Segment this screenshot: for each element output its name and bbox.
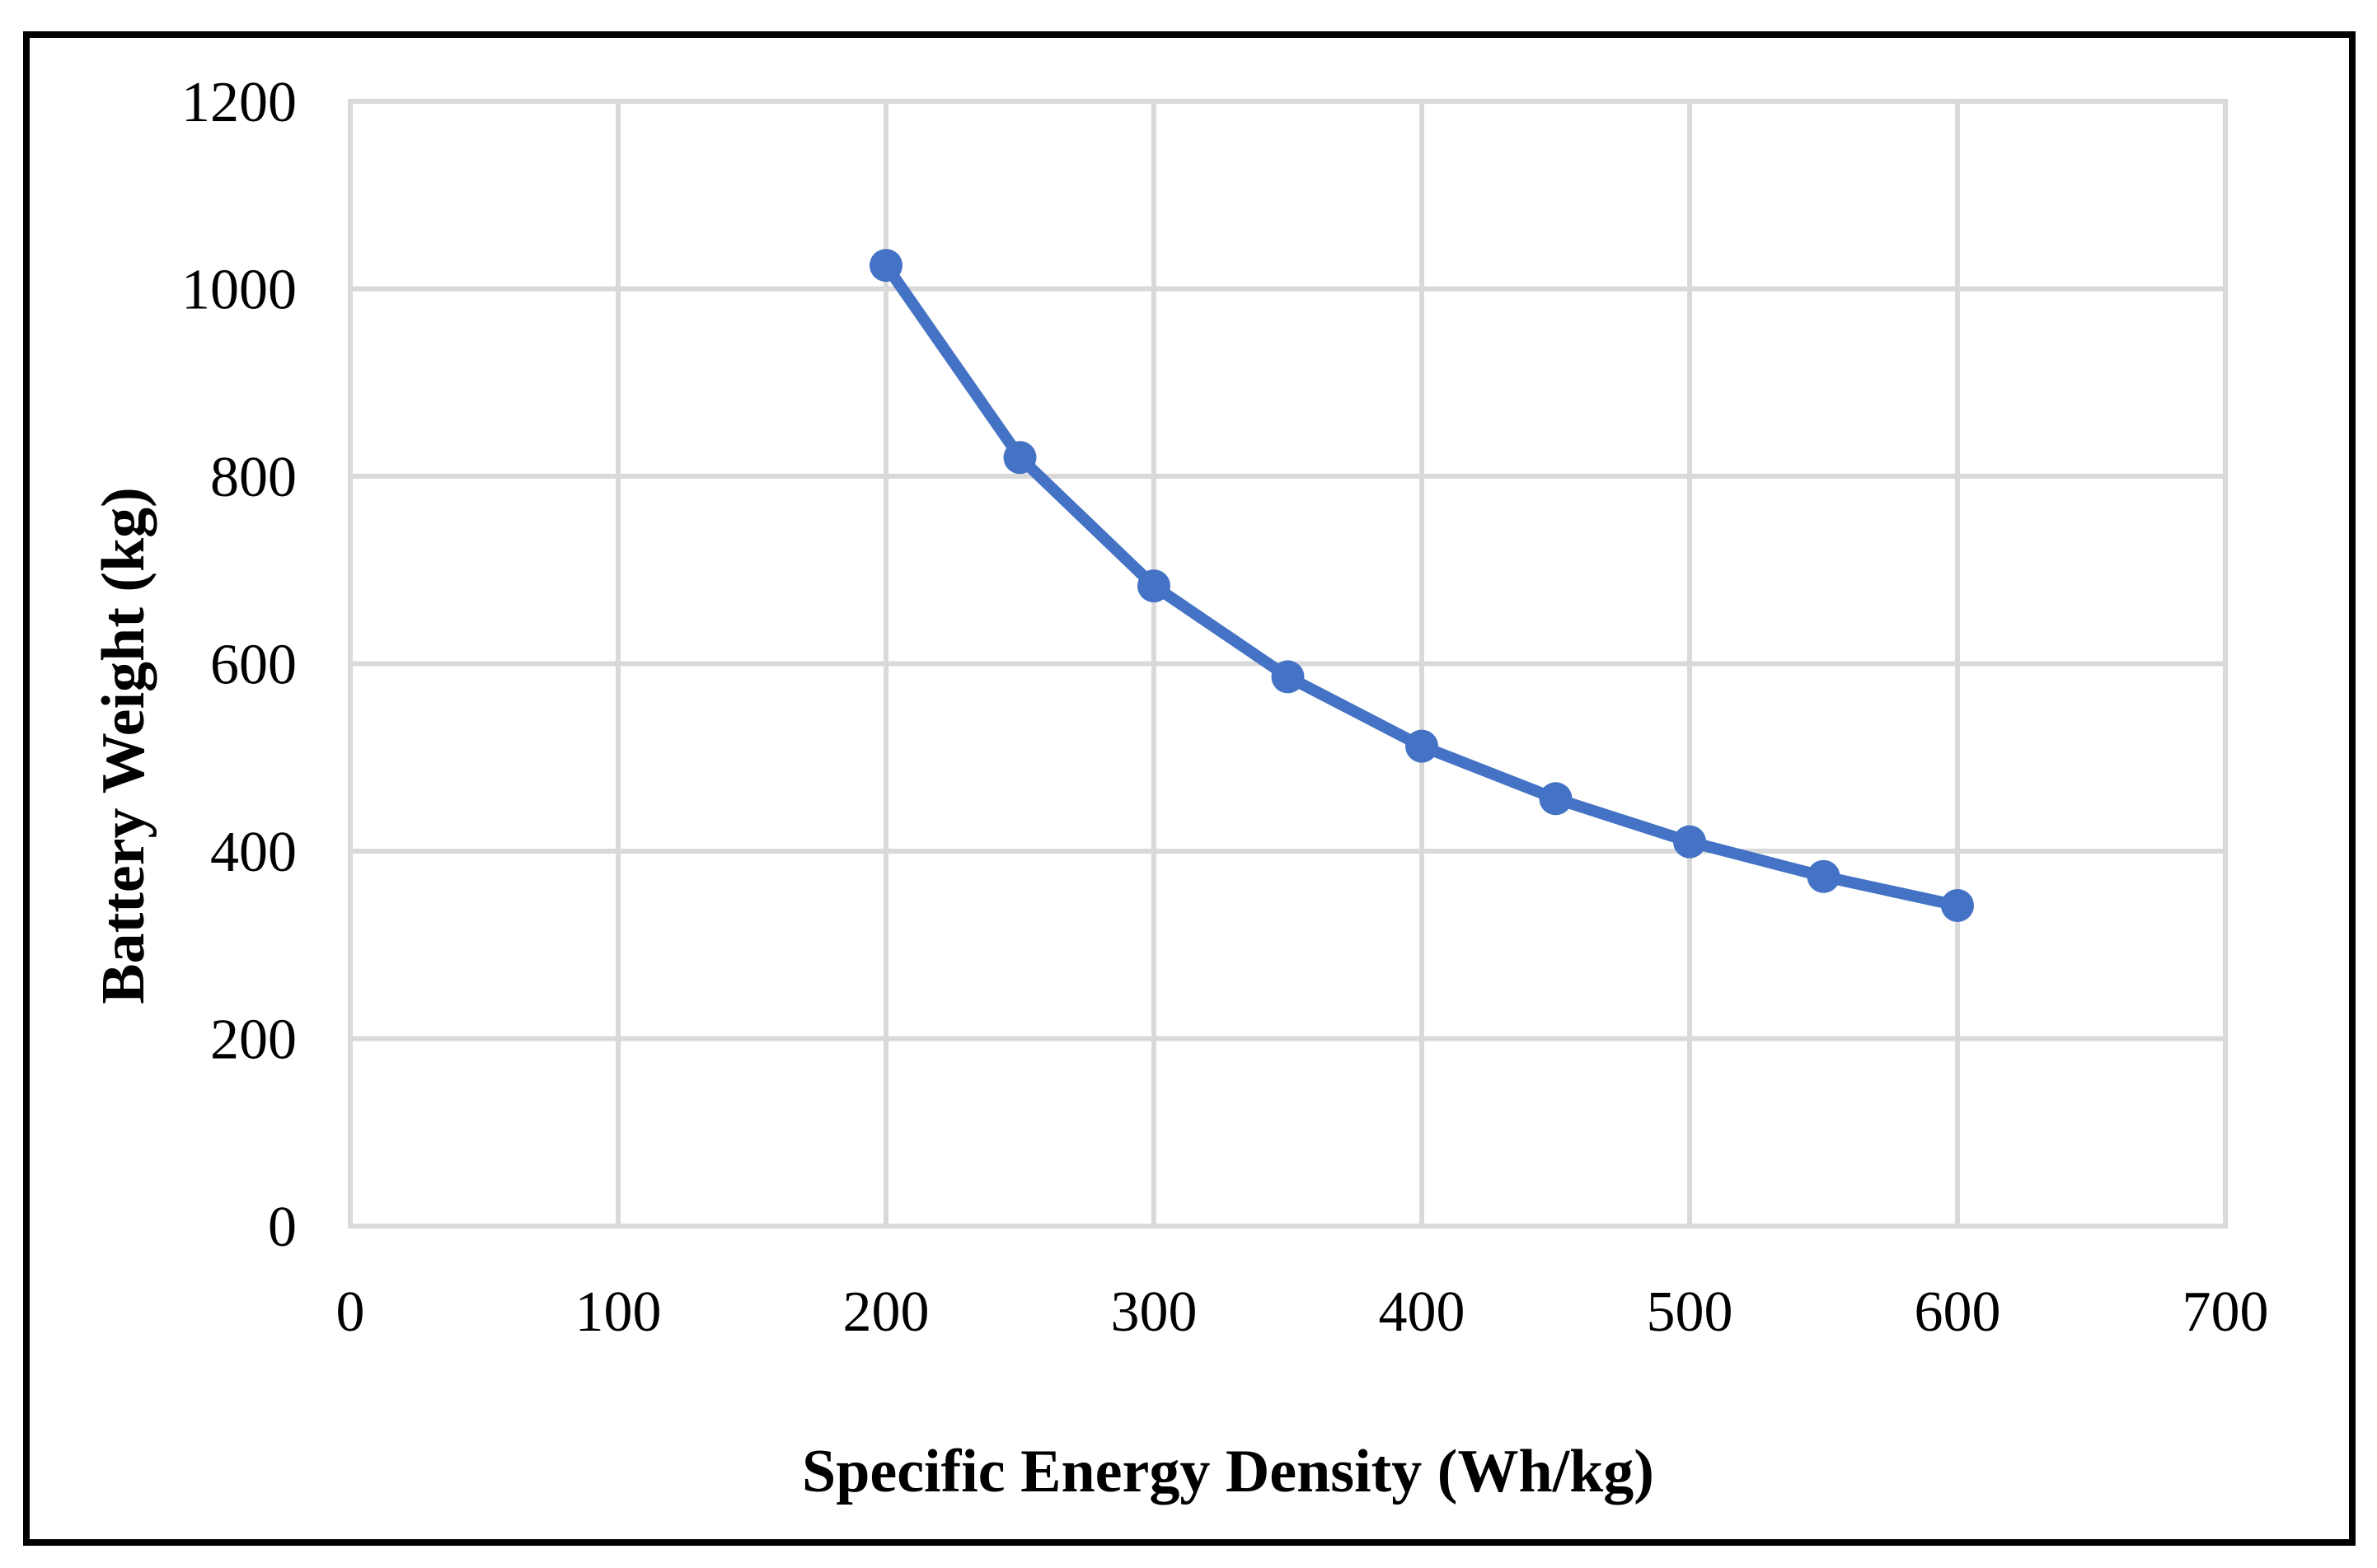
data-point-marker (1003, 441, 1037, 475)
x-axis-title: Specific Energy Density (Wh/kg) (802, 1438, 1654, 1505)
data-point-marker (1405, 729, 1438, 763)
plot-area-border (348, 99, 2228, 1229)
x-tick-label: 700 (2182, 1280, 2269, 1344)
data-series (870, 249, 1974, 922)
x-tick-label: 200 (843, 1280, 930, 1344)
x-tick-label: 0 (336, 1280, 365, 1344)
y-tick-label: 600 (210, 634, 297, 697)
y-tick-label: 400 (210, 821, 297, 884)
data-point-marker (1941, 888, 1974, 922)
y-tick-label: 800 (210, 446, 297, 509)
gridlines (348, 99, 2228, 1229)
y-tick-label: 1000 (181, 259, 297, 322)
data-point-marker (1137, 569, 1170, 603)
y-axis-title: Battery Weight (kg) (90, 487, 157, 1004)
axis-tick-labels: 0 200 400 600 800 1000 1200 0 100 200 300 400 500 600… (181, 71, 2269, 1344)
y-tick-label: 0 (268, 1196, 297, 1259)
data-point-marker (1271, 660, 1305, 694)
x-tick-label: 100 (575, 1280, 662, 1344)
x-tick-label: 600 (1915, 1280, 2001, 1344)
x-tick-label: 500 (1647, 1280, 1733, 1344)
x-tick-label: 400 (1379, 1280, 1465, 1344)
y-tick-label: 200 (210, 1009, 297, 1072)
data-point-marker (1673, 825, 1706, 859)
figure-border (23, 31, 2356, 1546)
data-point-marker (870, 249, 903, 283)
data-point-marker (1807, 859, 1840, 893)
data-point-marker (1539, 782, 1573, 816)
x-tick-label: 300 (1111, 1280, 1198, 1344)
y-tick-label: 1200 (181, 71, 297, 134)
